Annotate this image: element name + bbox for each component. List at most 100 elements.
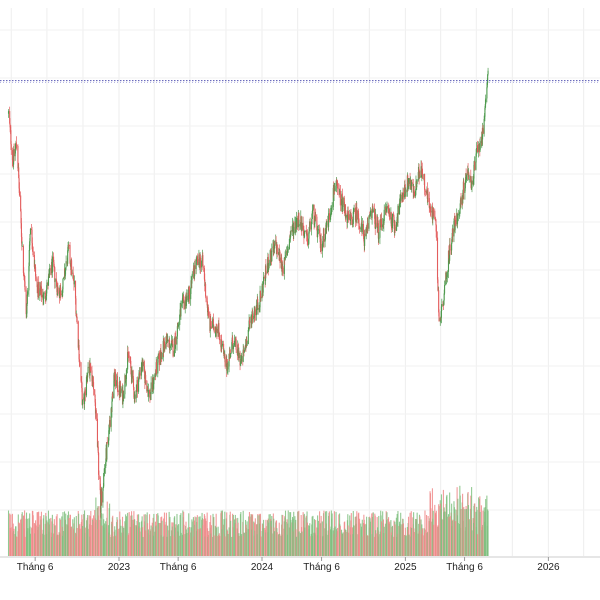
volume-bar xyxy=(463,506,465,556)
candle-body xyxy=(487,70,489,75)
candle-body xyxy=(15,142,17,146)
candle-body xyxy=(110,408,112,427)
candle-body xyxy=(191,276,193,284)
volume-bar xyxy=(276,532,278,556)
candle-body xyxy=(486,82,488,88)
volume-bar xyxy=(438,506,440,556)
x-tick-label: 2023 xyxy=(108,562,131,573)
candle-body xyxy=(476,145,479,153)
candle-body xyxy=(45,289,48,297)
candle-body xyxy=(182,296,184,299)
candle-body xyxy=(350,214,352,220)
candle-body xyxy=(136,384,138,391)
candle-body xyxy=(73,277,75,285)
volume-bar xyxy=(165,512,167,556)
volume-bar xyxy=(413,532,415,556)
candle-body xyxy=(102,486,104,489)
candle-body xyxy=(359,226,361,230)
volume-bar xyxy=(386,512,388,556)
candle-body xyxy=(50,268,52,271)
candle-body xyxy=(16,145,18,147)
candle-body xyxy=(168,340,171,350)
volume-bar xyxy=(485,499,487,556)
volume-bar xyxy=(167,525,169,556)
volume-bar xyxy=(449,516,451,556)
candle-body xyxy=(445,272,447,279)
candle-body xyxy=(13,149,15,157)
candle-body xyxy=(259,307,261,311)
candle-body xyxy=(320,238,322,252)
candle-body xyxy=(18,188,21,196)
candle-body xyxy=(457,213,459,216)
candle-body xyxy=(239,360,242,366)
volume-bar xyxy=(73,517,75,556)
candle-body xyxy=(443,293,445,301)
candle-body xyxy=(421,168,423,175)
volume-bar xyxy=(252,514,254,556)
volume-bar xyxy=(402,523,404,556)
candle-body xyxy=(249,321,251,323)
candle-body xyxy=(28,250,30,267)
candle-body xyxy=(89,364,91,376)
candle-body xyxy=(349,214,352,221)
candle-body xyxy=(405,190,407,193)
candle-body xyxy=(458,212,461,214)
candle-body xyxy=(440,317,442,319)
volume-bar xyxy=(38,511,40,556)
candle-body xyxy=(133,387,135,398)
candle-body xyxy=(158,352,160,365)
x-tick-label: Tháng 6 xyxy=(446,562,483,573)
candle-body xyxy=(69,263,71,266)
volume-bar xyxy=(62,530,64,556)
candle-body xyxy=(87,373,89,378)
volume-bar xyxy=(92,515,95,556)
candle-body xyxy=(127,351,129,353)
volume-bar xyxy=(13,528,15,556)
candle-body xyxy=(419,176,421,178)
candle-body xyxy=(418,176,421,179)
candle-body xyxy=(438,290,440,313)
candle-body xyxy=(362,223,365,237)
candle-body xyxy=(125,380,127,382)
candle-body xyxy=(120,391,122,393)
candle-body xyxy=(14,148,16,157)
candle-body xyxy=(7,111,10,114)
candle-body xyxy=(301,222,303,231)
candle-body xyxy=(232,337,234,345)
x-axis: Tháng 6 2023 Tháng 6 2024 Tháng 6 2025 Tháng 6… xyxy=(0,556,600,573)
candle-body xyxy=(29,241,31,251)
volume-bar xyxy=(315,520,317,556)
volume-bar xyxy=(243,532,245,556)
candle-body xyxy=(46,282,48,290)
volume-bar xyxy=(224,536,226,556)
candle-body xyxy=(378,237,380,239)
candle-body xyxy=(15,146,17,149)
candle-body xyxy=(252,313,254,320)
volume-bar xyxy=(199,528,202,556)
candle-body xyxy=(452,228,454,237)
candle-body xyxy=(89,364,91,367)
candle-body xyxy=(289,235,291,239)
candle-body xyxy=(248,320,250,330)
volume-bar xyxy=(147,529,149,556)
candle-body xyxy=(117,390,119,392)
volume-bar xyxy=(459,495,461,556)
candle-body xyxy=(157,356,159,374)
candle-body xyxy=(358,223,360,227)
candle-body xyxy=(284,255,287,257)
candle-body xyxy=(105,462,107,469)
candle-body xyxy=(334,188,336,191)
candle-body xyxy=(53,262,55,268)
candle-body xyxy=(418,168,420,179)
candle-body xyxy=(265,272,267,274)
candle-body xyxy=(198,254,200,263)
volume-bar xyxy=(430,508,432,556)
volume-bar xyxy=(397,511,399,556)
candle-body xyxy=(386,208,388,212)
candle-body xyxy=(330,213,332,220)
candle-body xyxy=(383,220,385,225)
candle-body xyxy=(124,375,126,382)
candle-body xyxy=(273,244,276,249)
volume-bar xyxy=(10,527,12,556)
candle-body xyxy=(62,278,64,279)
